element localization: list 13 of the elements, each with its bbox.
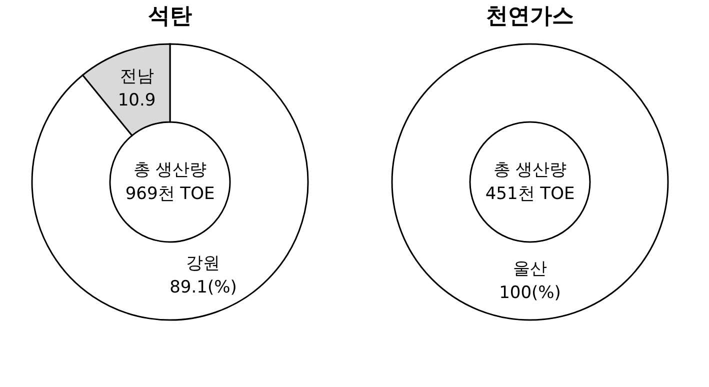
slice-label: 강원	[186, 253, 220, 274]
donut-slice	[31, 43, 309, 321]
data-label: 89.1(%)	[170, 277, 237, 298]
data-label: 10.9	[118, 90, 156, 111]
text: 451천 TOE	[485, 184, 575, 204]
chart-title: 석탄	[148, 4, 192, 29]
chart-title: 천연가스	[486, 4, 574, 29]
text: 969천 TOE	[125, 184, 215, 204]
text: 총 생산량	[493, 160, 567, 180]
slice-label: 울산	[513, 259, 547, 279]
text: 총 생산량	[133, 160, 207, 180]
data-label: 100(%)	[499, 283, 561, 303]
slice-label: 전남	[120, 66, 154, 87]
